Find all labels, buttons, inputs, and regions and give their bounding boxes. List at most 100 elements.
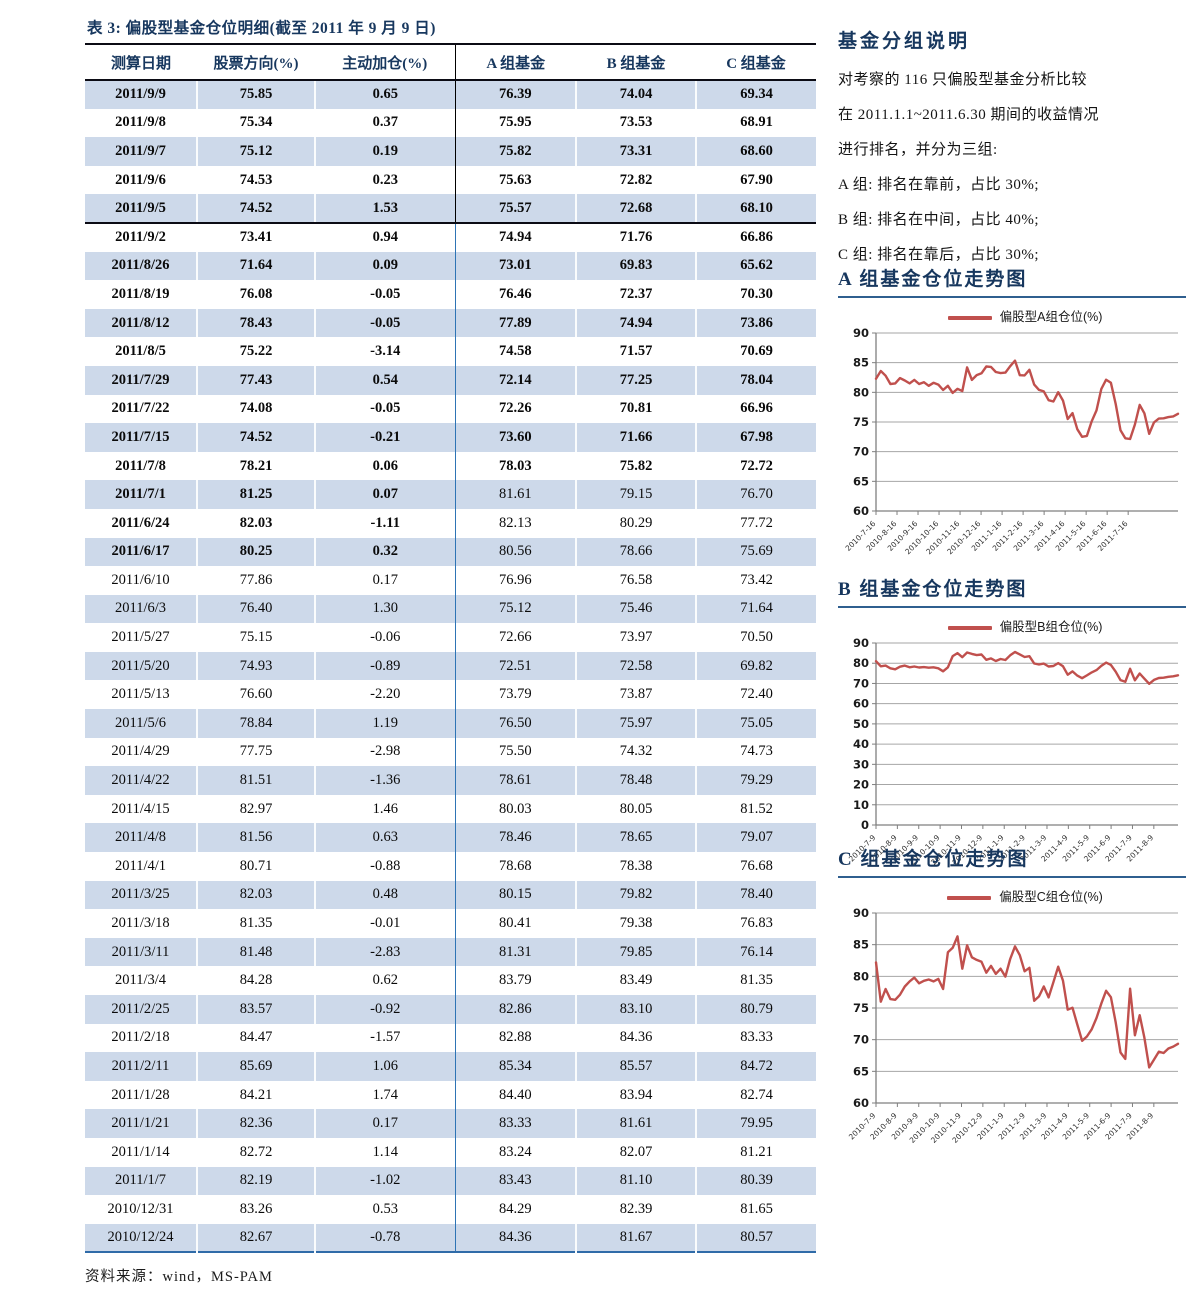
value-cell: 0.17: [314, 1109, 455, 1138]
value-cell: -0.92: [314, 995, 455, 1024]
date-cell: 2011/9/9: [115, 86, 166, 103]
value-cell: 85.57: [575, 1052, 696, 1081]
value-cell: 83.49: [575, 966, 696, 995]
table-row: 2011/2/11 85.69 1.06 85.34 85.57 84.72: [85, 1052, 816, 1081]
chart-b-heading: B 组基金仓位走势图: [838, 574, 1186, 608]
value-cell: 71.57: [575, 337, 696, 366]
table-row: 2011/1/21 82.36 0.17 83.33 81.61 79.95: [85, 1109, 816, 1138]
value-cell: 75.95: [454, 108, 576, 138]
value-cell: 0.23: [314, 165, 455, 195]
value-cell: 76.68: [695, 852, 816, 881]
svg-text:60: 60: [853, 1096, 869, 1110]
value-cell: 77.89: [454, 308, 576, 338]
table-row: 2011/7/29 77.43 0.54 72.14 77.25 78.04: [85, 365, 816, 395]
value-cell: 72.72: [695, 451, 816, 481]
date-cell: 2011/7/8: [115, 457, 166, 474]
value-cell: -1.36: [314, 766, 455, 795]
date-cell: 2011/4/15: [111, 800, 170, 817]
note-body: 对考察的 116 只偏股型基金分析比较在 2011.1.1~2011.6.30 …: [838, 63, 1186, 273]
value-cell: 66.96: [695, 394, 816, 424]
value-cell: 78.03: [454, 451, 576, 481]
value-cell: 68.10: [695, 194, 816, 224]
value-cell: 83.94: [575, 1080, 696, 1110]
value-cell: 83.26: [196, 1195, 315, 1224]
value-cell: 77.86: [196, 566, 315, 595]
column-header: A 组基金: [454, 45, 576, 81]
value-cell: 84.29: [454, 1195, 576, 1224]
table-row: 2011/2/18 84.47 -1.57 82.88 84.36 83.33: [85, 1023, 816, 1053]
table-row: 2011/1/28 84.21 1.74 84.40 83.94 82.74: [85, 1080, 816, 1110]
note-line: C 组: 排名在靠后，占比 30%;: [838, 247, 1040, 263]
value-cell: 75.05: [695, 709, 816, 738]
value-cell: 81.51: [196, 766, 315, 795]
chart-section-c: C 组基金仓位走势图 偏股型C组仓位(%) 60 65 70 75 80 85 90 2010…: [838, 844, 1186, 1163]
value-cell: 81.25: [196, 480, 315, 509]
value-cell: 82.36: [196, 1109, 315, 1138]
value-cell: 76.70: [695, 480, 816, 509]
x-axis-labels: 2010-7-92010-8-92010-9-92010-10-92010-11…: [847, 1103, 1155, 1145]
value-cell: 75.69: [695, 537, 816, 567]
value-cell: 75.15: [196, 623, 315, 652]
value-cell: -1.11: [314, 508, 455, 538]
value-cell: 68.60: [695, 137, 816, 166]
value-cell: 73.97: [575, 623, 696, 652]
value-cell: 81.31: [454, 937, 576, 967]
legend-label: 偏股型C组仓位(%): [999, 890, 1103, 904]
value-cell: 74.58: [454, 337, 576, 366]
value-cell: 74.94: [454, 222, 576, 252]
value-cell: -3.14: [314, 337, 455, 366]
date-cell: 2011/2/25: [111, 1000, 170, 1017]
value-cell: 74.08: [196, 394, 315, 424]
value-cell: 82.72: [196, 1137, 315, 1167]
date-cell: 2011/3/18: [111, 915, 170, 932]
date-cell: 2011/8/26: [111, 257, 170, 274]
value-cell: 71.66: [575, 423, 696, 452]
value-cell: 84.36: [575, 1023, 696, 1053]
table-row: 2010/12/24 82.67 -0.78 84.36 81.67 80.57: [85, 1223, 816, 1253]
value-cell: 68.91: [695, 108, 816, 138]
value-cell: 75.57: [454, 194, 576, 224]
value-cell: 84.28: [196, 966, 315, 995]
date-cell: 2011/4/8: [114, 829, 167, 846]
y-axis-labels: 0 10 20 30 40 50 60 70 80 90: [853, 636, 869, 832]
value-cell: 71.64: [695, 594, 816, 624]
value-cell: 78.46: [454, 823, 576, 853]
note-line: A 组: 排名在靠前，占比 30%;: [838, 177, 1040, 193]
value-cell: 82.67: [196, 1223, 315, 1253]
value-cell: 0.63: [314, 823, 455, 853]
svg-text:10: 10: [853, 798, 869, 812]
table-header-row: 测算日期 股票方向(%) 主动加仓(%) A 组基金 B 组基金 C 组基金: [85, 45, 816, 81]
value-cell: 79.38: [575, 909, 696, 938]
value-cell: 75.22: [196, 337, 315, 366]
value-cell: 75.82: [575, 451, 696, 481]
legend-label: 偏股型B组仓位(%): [999, 620, 1103, 634]
value-cell: 85.34: [454, 1052, 576, 1081]
table-row: 2011/5/6 78.84 1.19 76.50 75.97 75.05: [85, 709, 816, 738]
value-cell: 74.04: [575, 80, 696, 109]
svg-text:70: 70: [853, 1033, 869, 1047]
value-cell: 72.37: [575, 280, 696, 309]
value-cell: 83.33: [695, 1023, 816, 1053]
value-cell: 78.21: [196, 451, 315, 481]
date-cell: 2011/7/22: [111, 400, 170, 417]
value-cell: -1.57: [314, 1023, 455, 1053]
value-cell: 72.66: [454, 623, 576, 652]
value-cell: 79.15: [575, 480, 696, 509]
value-cell: 76.14: [695, 937, 816, 967]
value-cell: 0.94: [314, 222, 455, 252]
svg-text:50: 50: [853, 717, 869, 731]
value-cell: -2.20: [314, 680, 455, 710]
value-cell: 69.82: [695, 651, 816, 681]
fund-grouping-note: 基金分组说明 对考察的 116 只偏股型基金分析比较在 2011.1.1~201…: [838, 26, 1186, 273]
value-cell: 72.14: [454, 365, 576, 395]
svg-text:0: 0: [861, 818, 869, 832]
value-cell: 84.47: [196, 1023, 315, 1053]
value-cell: 78.38: [575, 852, 696, 881]
value-cell: -0.21: [314, 423, 455, 452]
table-row: 2011/3/18 81.35 -0.01 80.41 79.38 76.83: [85, 909, 816, 938]
value-cell: 78.68: [454, 852, 576, 881]
chart-c-legend: 偏股型C组仓位(%): [838, 878, 1186, 905]
value-cell: 82.97: [196, 794, 315, 824]
value-cell: 76.58: [575, 566, 696, 595]
side-panel: 基金分组说明 对考察的 116 只偏股型基金分析比较在 2011.1.1~201…: [838, 0, 1186, 1304]
